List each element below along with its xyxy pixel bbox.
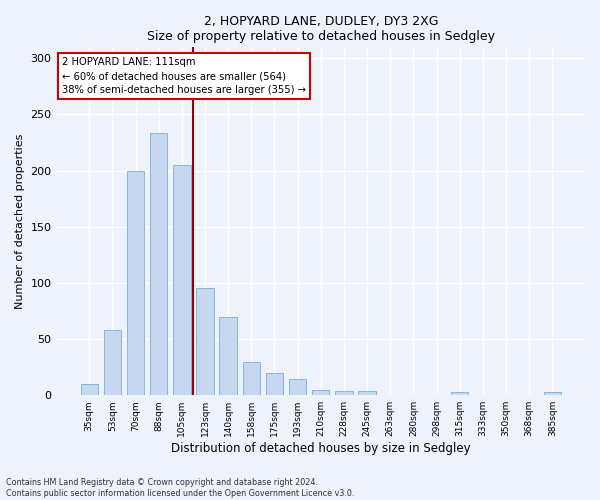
Bar (220, 316, 237, 395)
Bar (451, 392, 469, 395)
Bar (266, 372, 283, 395)
Y-axis label: Number of detached properties: Number of detached properties (15, 134, 25, 309)
Bar (358, 390, 376, 395)
Bar (150, 134, 167, 395)
Bar (196, 288, 214, 395)
Bar (127, 170, 144, 395)
Bar (242, 362, 260, 395)
Bar (289, 380, 307, 395)
Bar (173, 165, 191, 395)
X-axis label: Distribution of detached houses by size in Sedgley: Distribution of detached houses by size … (171, 442, 470, 455)
Title: 2, HOPYARD LANE, DUDLEY, DY3 2XG
Size of property relative to detached houses in: 2, HOPYARD LANE, DUDLEY, DY3 2XG Size of… (147, 15, 495, 43)
Bar (104, 330, 121, 395)
Text: 2 HOPYARD LANE: 111sqm
← 60% of detached houses are smaller (564)
38% of semi-de: 2 HOPYARD LANE: 111sqm ← 60% of detached… (62, 58, 306, 96)
Text: Contains HM Land Registry data © Crown copyright and database right 2024.
Contai: Contains HM Land Registry data © Crown c… (6, 478, 355, 498)
Bar (544, 392, 561, 395)
Bar (80, 384, 98, 395)
Bar (312, 390, 329, 395)
Bar (335, 390, 353, 395)
